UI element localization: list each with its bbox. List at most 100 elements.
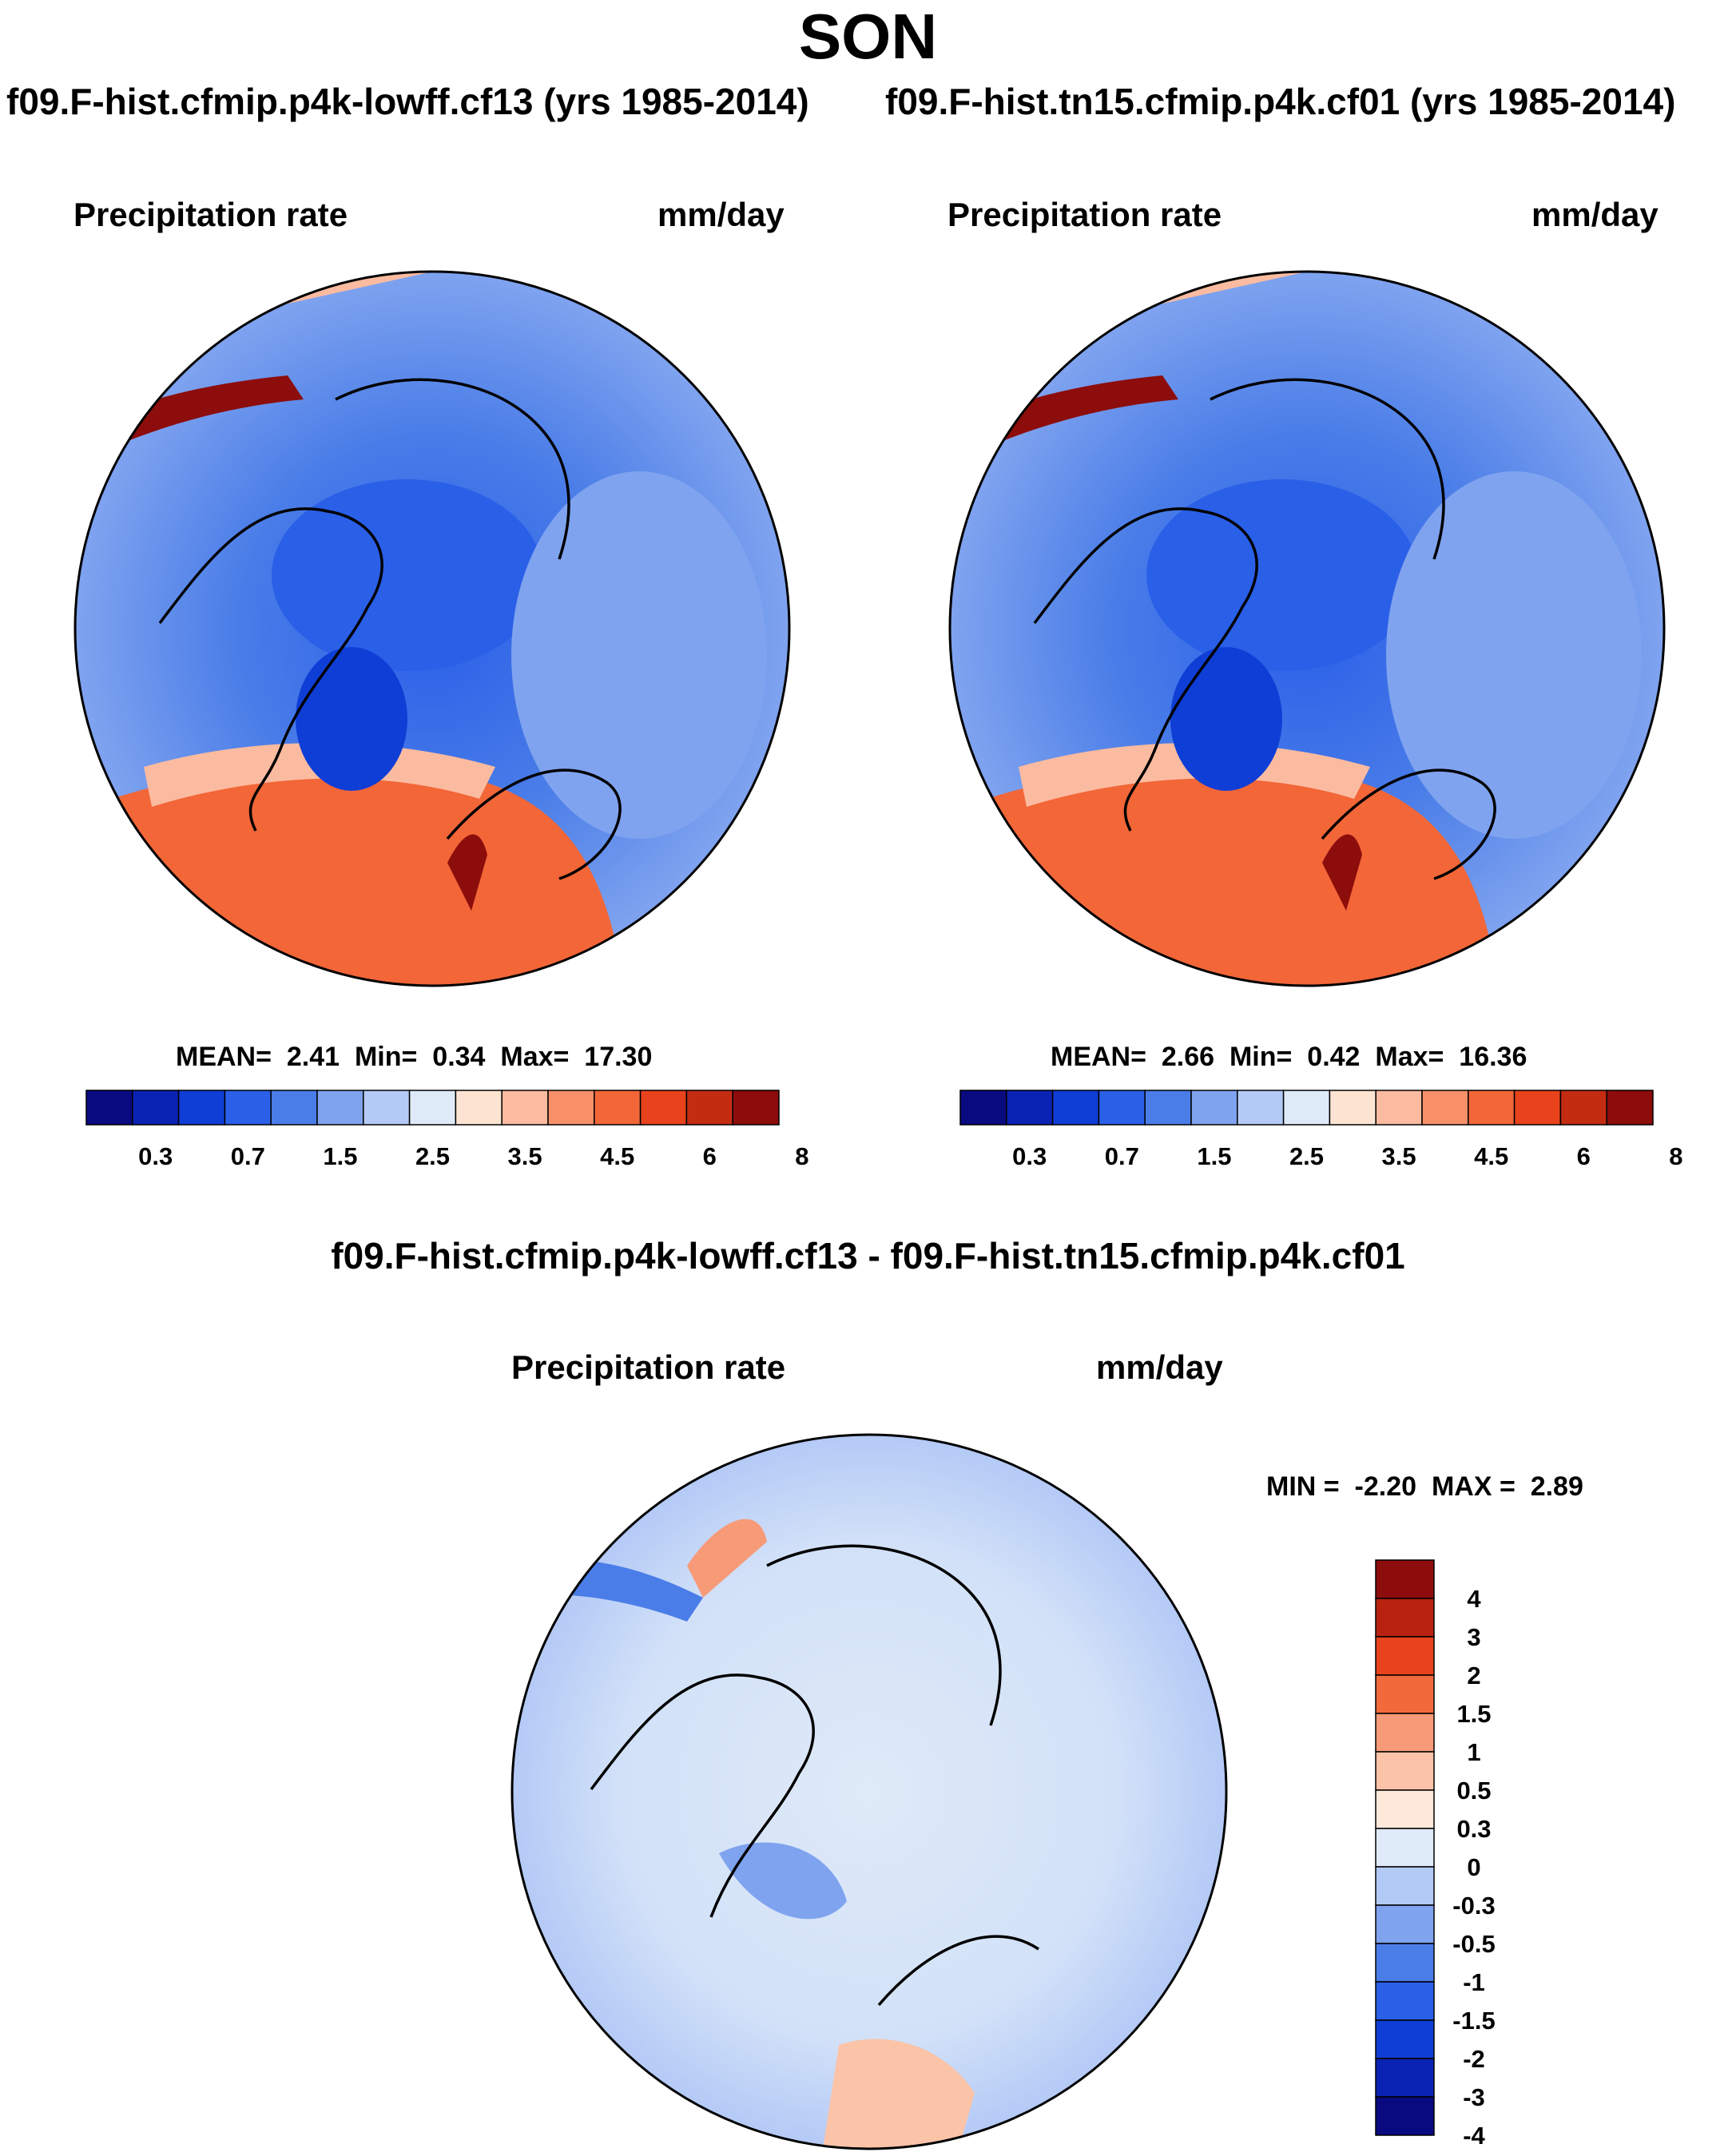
left-colorbar-box [132, 1090, 180, 1126]
left-map-border [73, 270, 791, 987]
right-min-label: Min= [1229, 1042, 1293, 1072]
diff-map-coastline [590, 1544, 1039, 2007]
left-colorbar: 0.3 0.7 1.5 2.5 3.5 4.5 6 8 [85, 1090, 809, 1170]
diff-colorbar-box [1375, 1674, 1435, 1714]
left-run-title: f09.F-hist.cfmip.p4k-lowff.cf13 (yrs 198… [6, 81, 809, 122]
right-max-value: 16.36 [1459, 1042, 1527, 1072]
diff-map-greenland-neg [719, 1842, 847, 1920]
left-colorbar-box [224, 1090, 272, 1126]
left-stats: MEAN= 2.41 Min= 0.34 Max= 17.30 [176, 1042, 652, 1073]
right-run-title: f09.F-hist.tn15.cfmip.p4k.cf01 (yrs 1985… [885, 81, 1676, 122]
left-colorbar-box [639, 1090, 688, 1126]
left-colorbar-tick-label: 4.5 [600, 1142, 634, 1170]
left-colorbar-box [455, 1090, 503, 1126]
left-colorbar-box [594, 1090, 642, 1126]
diff-colorbar-tick-label: 2 [1467, 1662, 1480, 1689]
diff-min-label: MIN = [1266, 1471, 1340, 1502]
left-colorbar-box [501, 1090, 549, 1126]
left-colorbar-box [547, 1090, 595, 1126]
left-max-value: 17.30 [584, 1042, 653, 1072]
left-colorbar-box [270, 1090, 318, 1126]
left-colorbar-box [732, 1090, 780, 1126]
right-colorbar-box [1513, 1090, 1562, 1126]
right-colorbar-tick-label: 1.5 [1197, 1142, 1231, 1170]
diff-colorbar-tick-label: -1 [1463, 1968, 1485, 1996]
diff-colorbar-tick-label: 0 [1467, 1853, 1480, 1881]
right-precip-map [950, 272, 1664, 986]
right-variable-label: Precipitation rate [947, 196, 1222, 233]
diff-colorbar-tick-label: -1.5 [1452, 2007, 1495, 2035]
left-precip-map [75, 272, 789, 986]
diff-max-value: 2.89 [1530, 1471, 1583, 1502]
right-colorbar-box [959, 1090, 1007, 1126]
right-map-border [948, 270, 1666, 987]
figure-title: SON [798, 1, 938, 72]
diff-colorbar-tick-label: -2 [1463, 2045, 1485, 2073]
left-map-arctic-dry [272, 479, 543, 671]
left-map-coastline [158, 378, 622, 880]
right-colorbar: 0.3 0.7 1.5 2.5 3.5 4.5 6 8 [959, 1090, 1683, 1170]
diff-variable-label: Precipitation rate [511, 1348, 786, 1386]
left-map-greenland-dry [296, 647, 407, 791]
right-colorbar-box [1329, 1090, 1376, 1126]
left-mean-label: MEAN= [176, 1042, 272, 1072]
left-colorbar-box [316, 1090, 364, 1126]
diff-title: f09.F-hist.cfmip.p4k-lowff.cf13 - f09.F-… [331, 1235, 1405, 1277]
diff-colorbar-box [1375, 1981, 1435, 2021]
diff-colorbar-box [1375, 1598, 1435, 1638]
right-min-value: 0.42 [1307, 1042, 1361, 1072]
left-colorbar-box [85, 1090, 133, 1126]
left-colorbar-box [363, 1090, 411, 1126]
right-colorbar-box [1421, 1090, 1469, 1126]
diff-stats: MIN = -2.20 MAX = 2.89 [1266, 1471, 1583, 1503]
diff-colorbar-tick-label: -0.3 [1452, 1892, 1495, 1920]
right-colorbar-box [1282, 1090, 1331, 1126]
left-colorbar-tick-label: 1.5 [323, 1142, 357, 1170]
diff-map-pacific-pos [687, 1519, 767, 1598]
diff-colorbar-tick-label: 0.3 [1456, 1815, 1491, 1843]
diff-colorbar-box [1375, 2058, 1435, 2098]
diff-max-label: MAX = [1431, 1471, 1516, 1502]
right-map-coastline [1033, 378, 1496, 880]
left-colorbar-box [408, 1090, 457, 1126]
diff-colorbar-box [1375, 1789, 1435, 1829]
diff-colorbar-tick-label: 0.5 [1456, 1777, 1491, 1805]
right-mean-value: 2.66 [1161, 1042, 1215, 1072]
diff-colorbar-box [1375, 1559, 1435, 1599]
diff-colorbar-box [1375, 1943, 1435, 1983]
diff-min-value: -2.20 [1354, 1471, 1417, 1502]
right-map-norway-peak [1322, 834, 1362, 911]
diff-colorbar-tick-label: 1 [1467, 1738, 1480, 1766]
left-colorbar-box [177, 1090, 226, 1126]
diff-colorbar-box [1375, 2019, 1435, 2059]
diff-precip-map [512, 1435, 1226, 2149]
diff-colorbar-tick-label: -3 [1463, 2083, 1485, 2111]
right-colorbar-tick-label: 0.7 [1105, 1142, 1139, 1170]
right-colorbar-box [1606, 1090, 1654, 1126]
left-colorbar-tick-label: 8 [795, 1142, 808, 1170]
right-colorbar-box [1237, 1090, 1285, 1126]
right-map-arctic-dry [1146, 479, 1418, 671]
left-max-label: Max= [500, 1042, 570, 1072]
left-colorbar-tick-label: 6 [703, 1142, 717, 1170]
left-map-norway-peak [447, 834, 487, 911]
diff-colorbar-box [1375, 1713, 1435, 1753]
left-mean-value: 2.41 [286, 1042, 340, 1072]
right-map-pacific-peak [951, 375, 1178, 463]
right-colorbar-box [1468, 1090, 1516, 1126]
left-map-pacific-peak [76, 375, 304, 463]
right-max-label: Max= [1375, 1042, 1444, 1072]
diff-colorbar-tick-label: 1.5 [1456, 1700, 1491, 1728]
left-colorbar-tick-label: 3.5 [508, 1142, 542, 1170]
right-colorbar-box [1098, 1090, 1146, 1126]
right-colorbar-box [1006, 1090, 1054, 1126]
right-stats: MEAN= 2.66 Min= 0.42 Max= 16.36 [1051, 1042, 1527, 1073]
left-min-label: Min= [354, 1042, 418, 1072]
right-map-siberia [1386, 471, 1642, 839]
diff-units-label: mm/day [1096, 1348, 1223, 1386]
diff-colorbar-tick-label: -0.5 [1452, 1930, 1495, 1958]
right-colorbar-box [1051, 1090, 1100, 1126]
right-colorbar-box [1144, 1090, 1192, 1126]
right-units-label: mm/day [1531, 196, 1659, 233]
